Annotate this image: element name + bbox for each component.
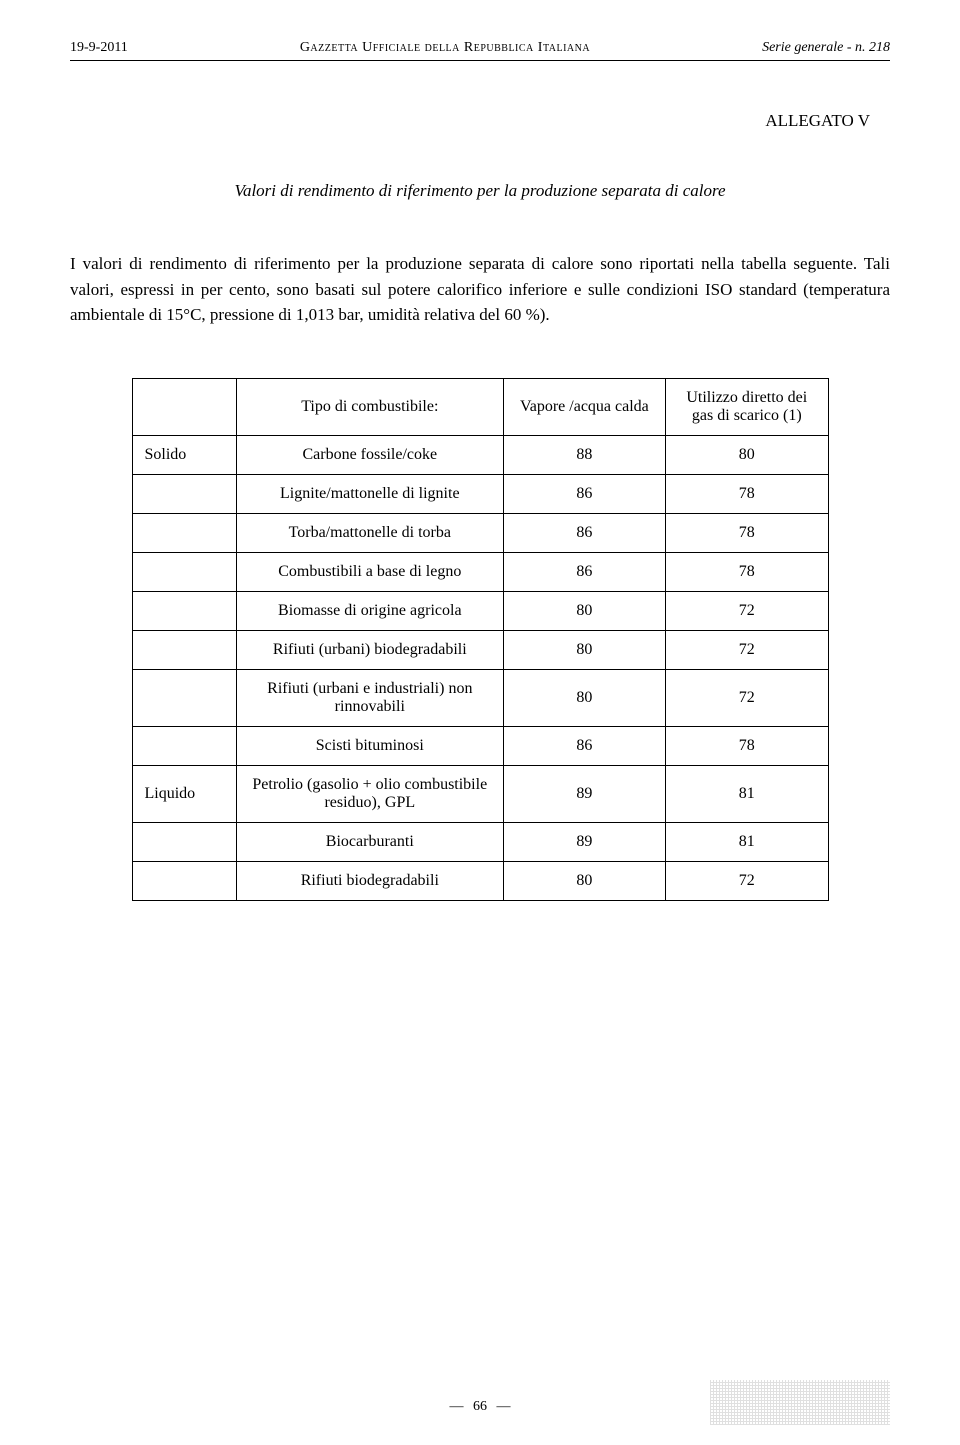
table-row: Torba/mattonelle di torba 86 78 (132, 513, 828, 552)
dash-icon: — (497, 1399, 511, 1414)
reference-values-table: Tipo di combustibile: Vapore /acqua cald… (132, 378, 829, 901)
table-row: Rifiuti biodegradabili 80 72 (132, 861, 828, 900)
cell-label: Combustibili a base di legno (236, 552, 503, 591)
cell-value: 72 (666, 591, 828, 630)
cell-label: Rifiuti (urbani e industriali) non rinno… (236, 669, 503, 726)
header-series: Serie generale - n. 218 (762, 40, 890, 56)
table-row: Combustibili a base di legno 86 78 (132, 552, 828, 591)
cell-value: 81 (666, 822, 828, 861)
cell-category (132, 726, 236, 765)
cell-category (132, 591, 236, 630)
page-number: 66 (473, 1399, 487, 1414)
cell-value: 80 (503, 861, 665, 900)
cell-value: 72 (666, 669, 828, 726)
cell-category (132, 474, 236, 513)
table-row: Biocarburanti 89 81 (132, 822, 828, 861)
cell-label: Rifiuti (urbani) biodegradabili (236, 630, 503, 669)
cell-value: 86 (503, 474, 665, 513)
cell-value: 72 (666, 630, 828, 669)
cell-category (132, 822, 236, 861)
cell-value: 78 (666, 552, 828, 591)
cell-label: Scisti bituminosi (236, 726, 503, 765)
header-publication: Gazzetta Ufficiale della Repubblica Ital… (300, 40, 590, 56)
barcode-pattern (710, 1380, 890, 1425)
table-body: Solido Carbone fossile/coke 88 80 Lignit… (132, 435, 828, 900)
cell-value: 72 (666, 861, 828, 900)
cell-value: 89 (503, 765, 665, 822)
cell-label: Biomasse di origine agricola (236, 591, 503, 630)
running-header: 19-9-2011 Gazzetta Ufficiale della Repub… (70, 40, 890, 61)
cell-value: 88 (503, 435, 665, 474)
cell-value: 78 (666, 474, 828, 513)
cell-category: Solido (132, 435, 236, 474)
cell-category: Liquido (132, 765, 236, 822)
cell-label: Lignite/mattonelle di lignite (236, 474, 503, 513)
table-row: Lignite/mattonelle di lignite 86 78 (132, 474, 828, 513)
document-page: 19-9-2011 Gazzetta Ufficiale della Repub… (0, 0, 960, 1445)
cell-value: 86 (503, 552, 665, 591)
cell-category (132, 669, 236, 726)
cell-value: 80 (503, 630, 665, 669)
table-row: Liquido Petrolio (gasolio + olio combust… (132, 765, 828, 822)
intro-paragraph: I valori di rendimento di riferimento pe… (70, 251, 890, 328)
cell-value: 80 (666, 435, 828, 474)
col-category (132, 378, 236, 435)
cell-value: 86 (503, 513, 665, 552)
cell-category (132, 552, 236, 591)
cell-label: Rifiuti biodegradabili (236, 861, 503, 900)
document-subtitle: Valori di rendimento di riferimento per … (70, 181, 890, 201)
header-date: 19-9-2011 (70, 40, 128, 56)
cell-category (132, 513, 236, 552)
cell-value: 89 (503, 822, 665, 861)
col-steam-water: Vapore /acqua calda (503, 378, 665, 435)
col-fuel-type: Tipo di combustibile: (236, 378, 503, 435)
cell-label: Petrolio (gasolio + olio combustibile re… (236, 765, 503, 822)
dash-icon: — (450, 1399, 464, 1414)
cell-label: Biocarburanti (236, 822, 503, 861)
cell-value: 81 (666, 765, 828, 822)
col-direct-gas: Utilizzo diretto dei gas di scarico (1) (666, 378, 828, 435)
table-row: Rifiuti (urbani) biodegradabili 80 72 (132, 630, 828, 669)
table-row: Biomasse di origine agricola 80 72 (132, 591, 828, 630)
cell-label: Torba/mattonelle di torba (236, 513, 503, 552)
table-header-row: Tipo di combustibile: Vapore /acqua cald… (132, 378, 828, 435)
cell-category (132, 861, 236, 900)
cell-category (132, 630, 236, 669)
cell-label: Carbone fossile/coke (236, 435, 503, 474)
annex-label: ALLEGATO V (70, 111, 890, 131)
cell-value: 86 (503, 726, 665, 765)
cell-value: 80 (503, 669, 665, 726)
cell-value: 78 (666, 513, 828, 552)
cell-value: 80 (503, 591, 665, 630)
table-row: Solido Carbone fossile/coke 88 80 (132, 435, 828, 474)
table-row: Scisti bituminosi 86 78 (132, 726, 828, 765)
table-row: Rifiuti (urbani e industriali) non rinno… (132, 669, 828, 726)
cell-value: 78 (666, 726, 828, 765)
